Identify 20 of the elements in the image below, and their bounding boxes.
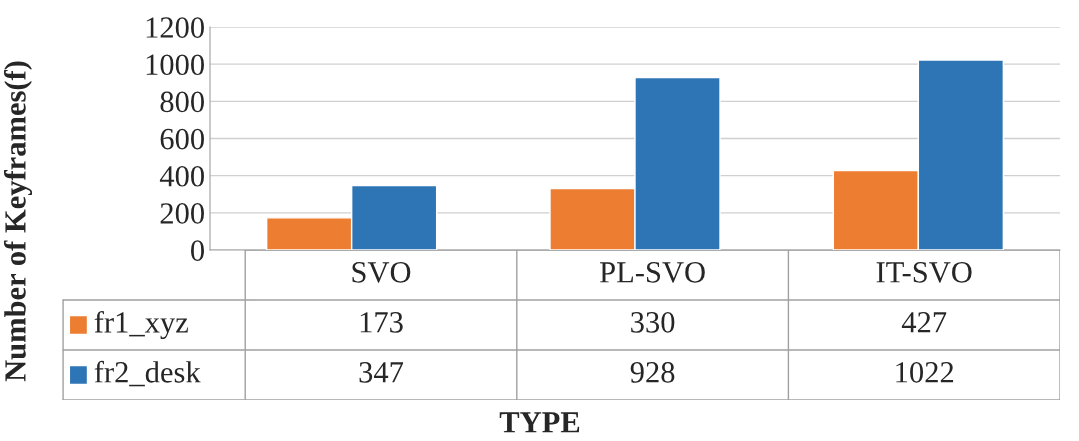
data-label: 928 [630,362,675,383]
data-label: 1022 [896,362,954,383]
data-label: 173 [360,312,403,333]
y-tick-label: 200 [160,203,204,224]
x-axis-title: TYPE [499,412,580,433]
y-tick-label: 800 [160,91,204,113]
y-tick-label: 1000 [146,54,204,76]
data-label: 347 [359,362,404,383]
y-tick-label: 400 [159,165,204,187]
legend-label: fr2_desk [94,360,201,387]
y-tick-label: 0 [191,240,204,261]
legend-label: fr1_xyz [94,310,188,340]
y-axis-title: Number of Keyframes(f) [3,61,33,382]
data-label: 427 [901,312,947,333]
data-label: 330 [631,312,675,333]
x-tick-label: IT-SVO [876,262,972,283]
x-tick-label: PL-SVO [600,262,705,283]
x-tick-label: SVO [352,262,411,283]
y-tick-label: 600 [160,128,204,150]
y-tick-label: 1200 [146,17,204,38]
